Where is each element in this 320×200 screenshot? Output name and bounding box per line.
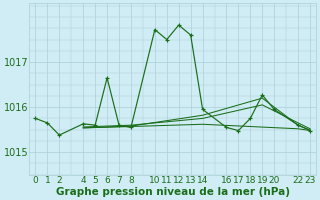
X-axis label: Graphe pression niveau de la mer (hPa): Graphe pression niveau de la mer (hPa) — [56, 187, 290, 197]
